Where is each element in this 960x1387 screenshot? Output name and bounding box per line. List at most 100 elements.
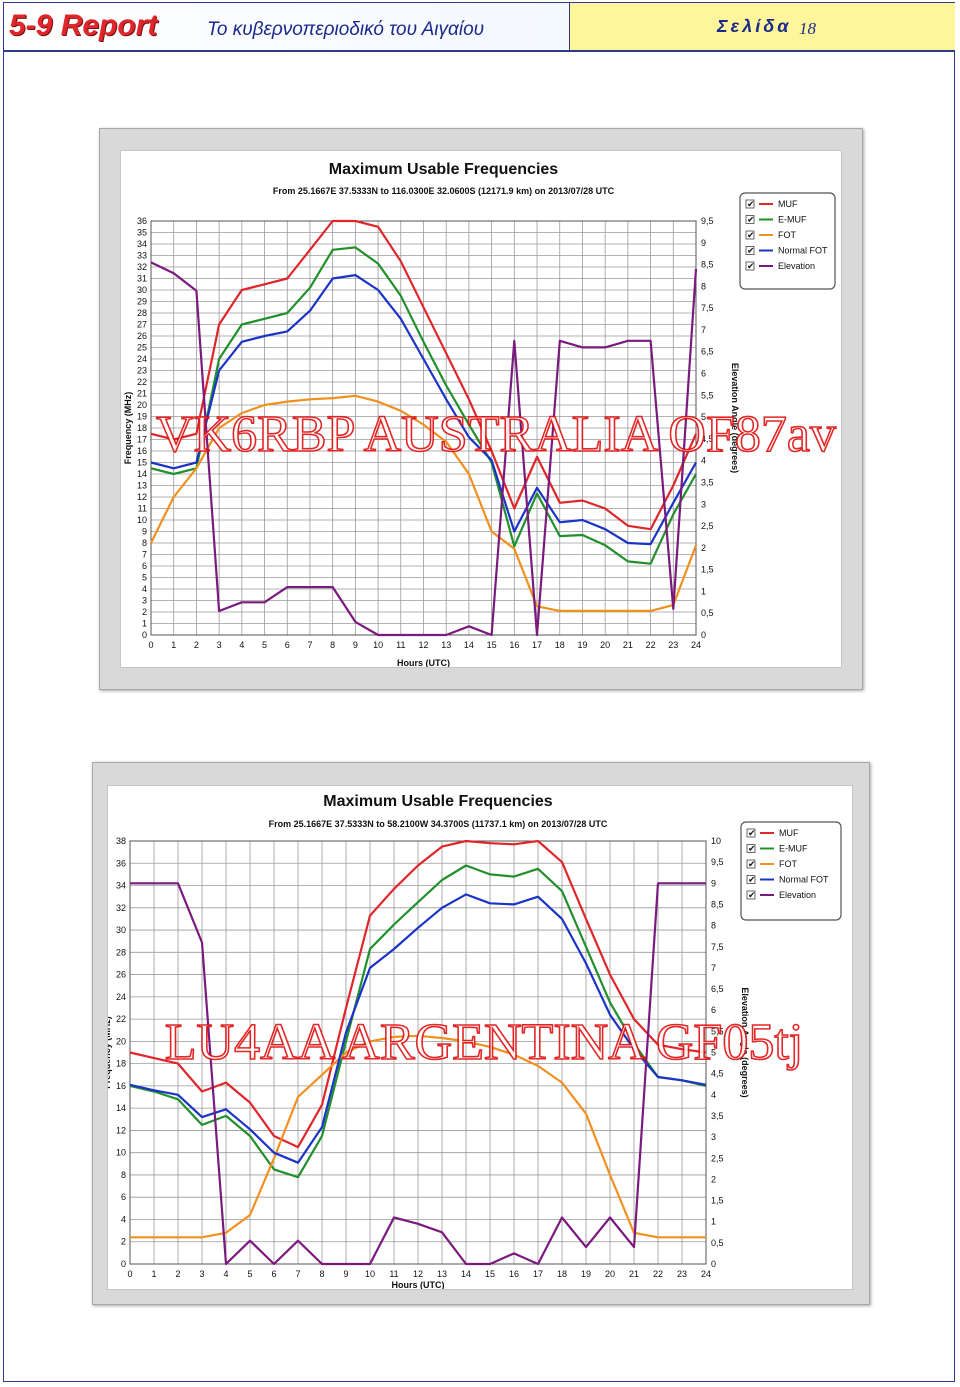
legend-check-icon: ✔ bbox=[747, 261, 755, 271]
y-tick-label: 21 bbox=[137, 389, 147, 399]
legend-checkbox bbox=[746, 844, 756, 853]
x-tick-label: 9 bbox=[353, 640, 358, 650]
x-tick-label: 9 bbox=[343, 1269, 348, 1279]
x-tick-label: 14 bbox=[461, 1269, 471, 1279]
y-tick-label: 6 bbox=[121, 1192, 126, 1202]
y-tick-label: 28 bbox=[137, 308, 147, 318]
y2-tick-label: 8 bbox=[711, 921, 716, 931]
legend-check-icon: ✔ bbox=[747, 215, 755, 225]
y-tick-label: 22 bbox=[116, 1014, 126, 1024]
legend-label: MUF bbox=[779, 828, 799, 838]
x-tick-label: 3 bbox=[217, 640, 222, 650]
legend-checkbox bbox=[745, 261, 755, 271]
y2-tick-label: 7,5 bbox=[711, 942, 724, 952]
y-tick-label: 38 bbox=[116, 836, 126, 846]
y2-tick-label: 0 bbox=[701, 630, 706, 640]
y-tick-label: 2 bbox=[142, 607, 147, 617]
y2-tick-label: 6 bbox=[701, 369, 706, 379]
x-tick-label: 4 bbox=[223, 1269, 228, 1279]
y2-tick-label: 6 bbox=[711, 1005, 716, 1015]
header-title-area: 5-9 Report Το κυβερνοπεριοδικό του Αιγαί… bbox=[4, 3, 569, 50]
x-tick-label: 19 bbox=[581, 1269, 591, 1279]
y-tick-label: 0 bbox=[121, 1259, 126, 1269]
series-line-fot bbox=[150, 394, 698, 612]
legend-label: Normal FOT bbox=[779, 875, 829, 885]
x-tick-label: 5 bbox=[247, 1269, 252, 1279]
y-tick-label: 17 bbox=[137, 435, 147, 445]
y-tick-label: 26 bbox=[137, 331, 147, 341]
x-tick-label: 5 bbox=[262, 640, 267, 650]
y-tick-label: 20 bbox=[137, 400, 147, 410]
x-tick-label: 3 bbox=[199, 1269, 204, 1279]
y-tick-label: 30 bbox=[116, 925, 126, 935]
y2-tick-label: 5 bbox=[711, 1048, 716, 1058]
x-tick-label: 6 bbox=[285, 640, 290, 650]
y2-tick-label: 3,5 bbox=[711, 1111, 724, 1121]
chart-title: Maximum Usable Frequencies bbox=[329, 161, 559, 178]
x-tick-label: 23 bbox=[677, 1269, 687, 1279]
y-tick-label: 8 bbox=[121, 1170, 126, 1180]
y2-tick-label: 1 bbox=[701, 586, 706, 596]
legend-check-icon: ✔ bbox=[748, 828, 756, 838]
y2-tick-label: 9 bbox=[701, 238, 706, 248]
chart-title: Maximum Usable Frequencies bbox=[323, 793, 553, 810]
y-tick-label: 24 bbox=[116, 992, 126, 1002]
y2-tick-label: 7 bbox=[711, 963, 716, 973]
y2-tick-label: 4 bbox=[701, 456, 706, 466]
legend-label: FOT bbox=[778, 230, 796, 240]
y-tick-label: 28 bbox=[116, 947, 126, 957]
x-tick-label: 12 bbox=[418, 640, 428, 650]
y2-tick-label: 4,5 bbox=[711, 1069, 724, 1079]
x-tick-label: 24 bbox=[691, 640, 701, 650]
chart-australia: Maximum Usable Frequencies From 25.1667E … bbox=[123, 161, 837, 667]
page-header: 5-9 Report Το κυβερνοπεριοδικό του Αιγαί… bbox=[3, 2, 955, 51]
y-tick-label: 4 bbox=[121, 1214, 126, 1224]
chart-card-argentina: Maximum Usable Frequencies From 25.1667E … bbox=[92, 762, 870, 1305]
y-tick-label: 16 bbox=[137, 446, 147, 456]
x-tick-label: 16 bbox=[509, 640, 519, 650]
y2-tick-label: 8,5 bbox=[701, 260, 714, 270]
x-tick-label: 20 bbox=[605, 1269, 615, 1279]
y2-tick-label: 9,5 bbox=[701, 216, 714, 226]
x-tick-label: 23 bbox=[668, 640, 678, 650]
x-tick-label: 17 bbox=[533, 1269, 543, 1279]
legend-label: E-MUF bbox=[779, 844, 808, 854]
y-tick-label: 29 bbox=[137, 297, 147, 307]
x-tick-label: 13 bbox=[441, 640, 451, 650]
x-tick-label: 2 bbox=[175, 1269, 180, 1279]
y-tick-label: 26 bbox=[116, 970, 126, 980]
y2-tick-label: 5,5 bbox=[711, 1026, 724, 1036]
y-tick-label: 11 bbox=[138, 504, 147, 514]
x-tick-label: 15 bbox=[487, 640, 497, 650]
y2-tick-label: 5,5 bbox=[701, 390, 714, 400]
y2-tick-label: 3,5 bbox=[701, 477, 714, 487]
x-tick-label: 8 bbox=[330, 640, 335, 650]
x-tick-label: 1 bbox=[151, 1269, 156, 1279]
y2-tick-label: 0,5 bbox=[701, 608, 714, 618]
x-tick-label: 0 bbox=[148, 640, 153, 650]
x-tick-label: 11 bbox=[389, 1269, 398, 1279]
y-tick-label: 32 bbox=[137, 262, 147, 272]
y-axis-label: Frequency (MHz) bbox=[108, 1016, 112, 1089]
x-tick-label: 18 bbox=[557, 1269, 567, 1279]
y-tick-label: 25 bbox=[137, 343, 147, 353]
series-line-e-muf bbox=[129, 864, 707, 1179]
y2-tick-label: 3 bbox=[711, 1132, 716, 1142]
page-label: Σελίδα bbox=[717, 16, 792, 36]
y2-tick-label: 1 bbox=[711, 1217, 716, 1227]
y2-tick-label: 4,5 bbox=[701, 434, 714, 444]
legend-checkbox bbox=[745, 246, 755, 255]
y2-tick-label: 2 bbox=[701, 543, 706, 553]
y2-tick-label: 5 bbox=[701, 412, 706, 422]
page-number: 18 bbox=[799, 19, 816, 38]
y-tick-label: 8 bbox=[142, 538, 147, 548]
legend-check-icon: ✔ bbox=[748, 890, 756, 900]
y-tick-label: 13 bbox=[137, 481, 147, 491]
x-tick-label: 22 bbox=[646, 640, 656, 650]
callsign-watermark: LU4AA ARGENTINA GF05tj bbox=[165, 1014, 803, 1071]
y-tick-label: 18 bbox=[137, 423, 147, 433]
y-tick-label: 35 bbox=[137, 228, 147, 238]
x-axis-label: Hours (UTC) bbox=[397, 658, 450, 667]
y2-tick-label: 2,5 bbox=[711, 1153, 724, 1163]
y-tick-label: 0 bbox=[142, 630, 147, 640]
